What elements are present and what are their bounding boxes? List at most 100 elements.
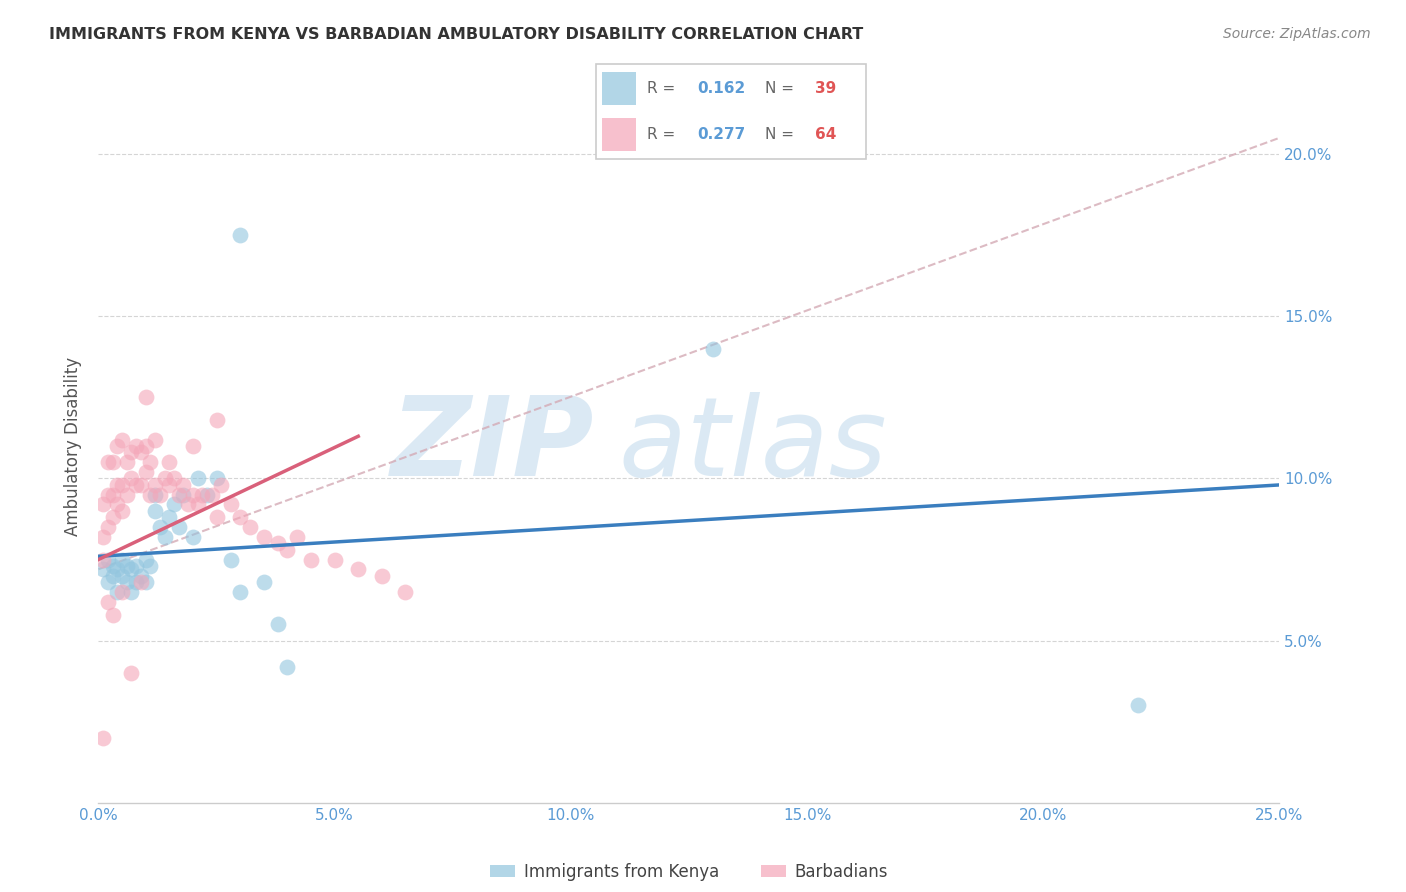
Point <box>299 552 322 566</box>
Legend: Immigrants from Kenya, Barbadians: Immigrants from Kenya, Barbadians <box>484 856 894 888</box>
Point <box>229 228 252 243</box>
Point <box>135 439 157 453</box>
Point <box>129 478 152 492</box>
Point <box>219 497 242 511</box>
Point <box>143 488 166 502</box>
Point <box>105 439 128 453</box>
Point <box>101 559 124 574</box>
Point <box>139 559 162 574</box>
Point <box>105 585 128 599</box>
Point <box>111 433 134 447</box>
Point <box>267 536 290 550</box>
FancyBboxPatch shape <box>596 64 866 159</box>
Point <box>111 568 134 582</box>
Text: N =: N = <box>765 81 799 96</box>
Point <box>323 552 346 566</box>
Point <box>97 595 120 609</box>
Point <box>153 471 176 485</box>
Point <box>129 445 152 459</box>
Point <box>167 488 190 502</box>
Point <box>115 575 138 590</box>
Text: N =: N = <box>765 127 799 142</box>
Point <box>163 497 186 511</box>
Point <box>167 520 190 534</box>
Text: R =: R = <box>647 127 681 142</box>
Point <box>101 568 124 582</box>
Point <box>129 568 152 582</box>
Point <box>115 488 138 502</box>
Point <box>177 497 200 511</box>
Point <box>135 552 157 566</box>
Point <box>111 504 134 518</box>
Point <box>125 439 148 453</box>
Point <box>91 562 114 576</box>
Point <box>149 520 172 534</box>
Point <box>172 478 194 492</box>
Point <box>97 552 120 566</box>
Point <box>125 478 148 492</box>
Point <box>181 488 204 502</box>
Point <box>209 478 232 492</box>
Point <box>172 488 194 502</box>
Point <box>105 562 128 576</box>
Point <box>205 413 228 427</box>
Point <box>1126 698 1149 713</box>
Point <box>121 585 143 599</box>
Point <box>91 530 114 544</box>
Point <box>121 562 143 576</box>
Point <box>101 607 124 622</box>
Point <box>267 617 290 632</box>
Point <box>125 559 148 574</box>
Point <box>143 433 166 447</box>
Text: 0.277: 0.277 <box>697 127 745 142</box>
Point <box>149 488 172 502</box>
Point <box>157 478 180 492</box>
Point <box>135 465 157 479</box>
Point <box>139 488 162 502</box>
Bar <box>602 72 636 104</box>
Point <box>702 342 724 356</box>
Point <box>135 390 157 404</box>
Point <box>157 510 180 524</box>
Bar <box>602 119 636 151</box>
Text: 64: 64 <box>815 127 837 142</box>
Point <box>276 542 298 557</box>
Point <box>181 439 204 453</box>
Point <box>276 659 298 673</box>
Text: Source: ZipAtlas.com: Source: ZipAtlas.com <box>1223 27 1371 41</box>
Text: R =: R = <box>647 81 681 96</box>
Y-axis label: Ambulatory Disability: Ambulatory Disability <box>65 357 83 535</box>
Text: atlas: atlas <box>619 392 887 500</box>
Point <box>153 530 176 544</box>
Point <box>135 575 157 590</box>
Point <box>97 455 120 469</box>
Text: IMMIGRANTS FROM KENYA VS BARBADIAN AMBULATORY DISABILITY CORRELATION CHART: IMMIGRANTS FROM KENYA VS BARBADIAN AMBUL… <box>49 27 863 42</box>
Point <box>143 478 166 492</box>
Point <box>205 471 228 485</box>
Point <box>285 530 308 544</box>
Point <box>91 497 114 511</box>
Point <box>371 568 394 582</box>
Point <box>115 455 138 469</box>
Point <box>91 552 114 566</box>
Point <box>253 575 276 590</box>
Point <box>121 471 143 485</box>
Point <box>129 575 152 590</box>
Point <box>125 575 148 590</box>
Point <box>139 455 162 469</box>
Point <box>97 575 120 590</box>
Point <box>115 559 138 574</box>
Text: 0.162: 0.162 <box>697 81 745 96</box>
Point <box>111 478 134 492</box>
Point <box>97 488 120 502</box>
Point <box>187 497 209 511</box>
Point <box>101 510 124 524</box>
Point <box>111 552 134 566</box>
Point <box>97 520 120 534</box>
Point <box>163 471 186 485</box>
Point <box>121 445 143 459</box>
Point <box>101 488 124 502</box>
Point <box>105 478 128 492</box>
Point <box>187 471 209 485</box>
Point <box>347 562 370 576</box>
